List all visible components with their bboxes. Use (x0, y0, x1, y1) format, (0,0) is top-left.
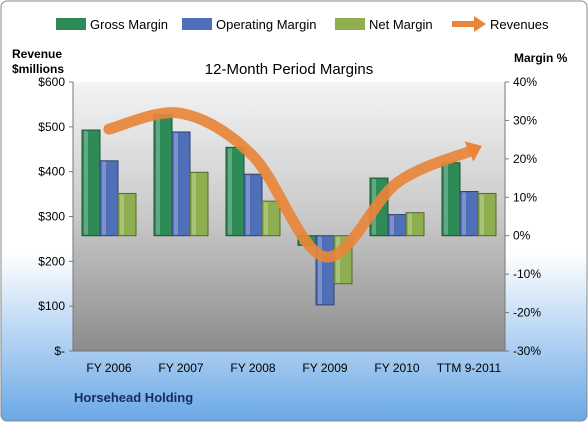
x-axis-category-label: FY 2008 (230, 361, 275, 375)
revenue-line (103, 107, 475, 263)
x-axis-category-label: FY 2009 (302, 361, 347, 375)
left-axis-ticks: $- $100 $200 $300 $400 $500 $600 (38, 75, 73, 358)
bar-highlight (444, 163, 448, 235)
bar-highlight (246, 175, 250, 235)
bar-highlight (390, 215, 394, 235)
bar-net-margin (405, 212, 425, 237)
right-axis-tick-label: 10% (513, 190, 537, 204)
right-axis-tick-label: -10% (513, 267, 541, 281)
bar-series (81, 114, 497, 306)
legend-swatch-net-margin (335, 18, 365, 30)
left-axis-title-line2: $millions (12, 62, 64, 76)
bar-highlight (84, 131, 88, 235)
chart-title: 12-Month Period Margins (205, 61, 373, 78)
right-axis-tick-label: 20% (513, 152, 537, 166)
bar-highlight (102, 161, 106, 235)
bar-net-margin (477, 192, 497, 237)
x-axis-category-label: FY 2007 (158, 361, 203, 375)
legend-label-revenues: Revenues (490, 17, 549, 32)
right-axis-title: Margin % (514, 51, 568, 65)
bar-highlight (228, 148, 232, 235)
right-axis-tick-label: 0% (513, 229, 531, 243)
x-axis-category-label: FY 2006 (86, 361, 131, 375)
legend-swatch-operating-margin (182, 18, 212, 30)
left-axis-tick-label: $100 (38, 299, 65, 313)
bar-highlight (318, 236, 322, 304)
bar-highlight (462, 192, 466, 235)
left-axis-tick-label: $200 (38, 254, 65, 268)
bar-highlight (192, 173, 196, 235)
bar-highlight (408, 213, 412, 235)
x-axis-labels: FY 2006 FY 2007 FY 2008 FY 2009 FY 2010 TTM 9… (86, 361, 501, 375)
left-axis-tick-label: $- (54, 344, 65, 358)
bar-highlight (480, 194, 484, 235)
right-axis-tick-label: 40% (513, 75, 537, 89)
right-axis-tick-label: -30% (513, 344, 541, 358)
left-axis-tick-label: $600 (38, 75, 65, 89)
revenue-line-series (103, 107, 482, 263)
left-axis-tick-label: $300 (38, 210, 65, 224)
bar-net-margin (117, 192, 137, 237)
left-axis-title-line1: Revenue (12, 47, 62, 61)
bar-highlight (120, 194, 124, 235)
company-label: Horsehead Holding (74, 390, 193, 405)
x-axis-category-label: TTM 9-2011 (437, 361, 502, 375)
bar-net-margin (261, 200, 281, 237)
legend-arrowhead-revenues (474, 16, 486, 32)
legend-label-operating-margin: Operating Margin (216, 17, 316, 32)
legend: Gross Margin Operating Margin Net Margin… (56, 16, 549, 32)
legend-label-gross-margin: Gross Margin (90, 17, 168, 32)
right-axis-ticks: -30% -20% -10% 0% 10% 20% 30% 40% (505, 75, 541, 358)
bar-highlight (156, 115, 160, 235)
revenue-arrowhead (464, 141, 482, 162)
right-axis-tick-label: 30% (513, 113, 537, 127)
legend-swatch-gross-margin (56, 18, 86, 30)
legend-label-net-margin: Net Margin (369, 17, 433, 32)
right-axis-tick-label: -20% (513, 306, 541, 320)
bar-highlight (174, 132, 178, 235)
bar-highlight (264, 202, 268, 235)
left-axis-tick-label: $400 (38, 165, 65, 179)
x-axis-category-label: FY 2010 (374, 361, 419, 375)
bar-net-margin (189, 171, 209, 237)
left-axis-tick-label: $500 (38, 120, 65, 134)
